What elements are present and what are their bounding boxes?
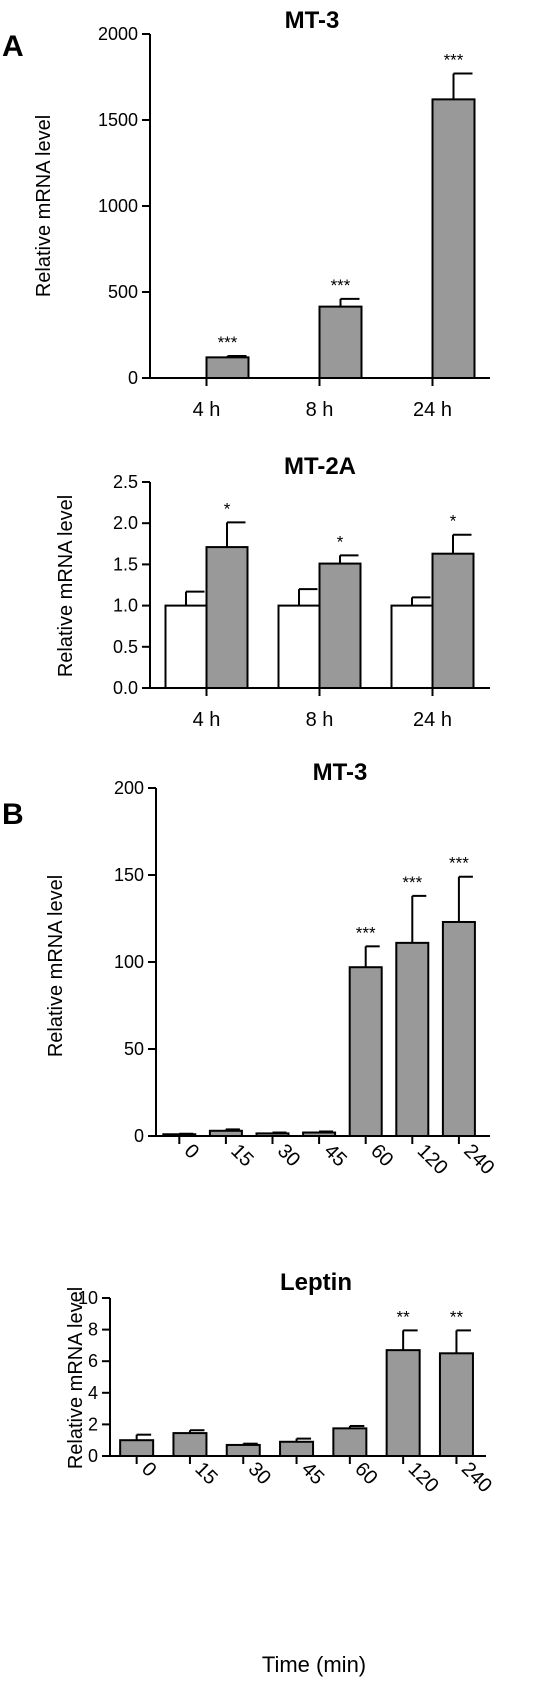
bar-treated [395, 941, 430, 1137]
x-tick-label: 240 [457, 1458, 496, 1497]
x-tick-label: 45 [297, 1458, 328, 1489]
x-tick-label: 8 h [306, 399, 334, 421]
x-tick-label: 120 [404, 1458, 443, 1497]
bar-treated [172, 1432, 208, 1457]
x-tick-label: 30 [273, 1140, 304, 1171]
bar-treated [332, 1427, 368, 1457]
y-tick-label: 2 [88, 1414, 98, 1434]
bar-treated [208, 1129, 243, 1138]
y-tick-label: 50 [124, 1039, 144, 1059]
significance-label: *** [402, 873, 422, 892]
bar-treated [348, 966, 383, 1137]
x-tick-label: 15 [190, 1458, 221, 1489]
y-tick-label: 150 [114, 865, 144, 885]
y-axis-label: Relative mRNA level [33, 115, 55, 297]
x-tick-label: 60 [350, 1458, 381, 1489]
bar-treated [318, 305, 363, 379]
bar-treated [119, 1439, 155, 1457]
x-tick-label: 45 [320, 1140, 351, 1171]
x-tick-label: 0 [137, 1458, 160, 1481]
x-tick-label: 4 h [193, 709, 221, 731]
y-tick-label: 100 [114, 952, 144, 972]
bar-treated [225, 1443, 261, 1457]
y-tick-label: 1500 [98, 110, 138, 130]
panel-label-b: B [2, 798, 24, 831]
significance-label: * [450, 512, 457, 531]
significance-label: *** [331, 276, 351, 295]
x-tick-label: 4 h [193, 399, 221, 421]
y-tick-label: 8 [88, 1320, 98, 1340]
y-tick-label: 500 [108, 282, 138, 302]
significance-label: *** [356, 923, 376, 942]
significance-label: ** [397, 1307, 411, 1326]
chart-title: MT-3 [313, 759, 368, 786]
bar-control [164, 604, 208, 689]
significance-label: ** [450, 1307, 464, 1326]
chart-title: MT-2A [284, 453, 356, 480]
bar-treated [385, 1349, 421, 1458]
chart-2: MT-2A Relative mRNA level 0.0 0.5 1.0 1.5 2.0 2… [55, 453, 490, 731]
x-tick-label: 15 [226, 1140, 257, 1171]
bar-control [390, 604, 434, 689]
bar-treated [431, 98, 476, 380]
bar-treated [438, 1352, 474, 1458]
bar-treated [162, 1133, 197, 1138]
y-tick-label: 4 [88, 1383, 98, 1403]
bar-treated [279, 1440, 315, 1458]
bar-treated [205, 546, 249, 690]
bar-treated [441, 920, 476, 1137]
y-tick-label: 2000 [98, 24, 138, 44]
chart-title: Leptin [280, 1269, 352, 1296]
y-tick-label: 10 [78, 1288, 98, 1308]
y-tick-label: 0 [134, 1126, 144, 1146]
x-axis-label: Time (min) [262, 1652, 366, 1677]
y-tick-label: 2.0 [113, 513, 138, 533]
y-tick-label: 0 [128, 368, 138, 388]
significance-label: * [224, 499, 231, 518]
y-tick-label: 1.0 [113, 596, 138, 616]
bar-treated [431, 552, 475, 689]
y-tick-label: 1.5 [113, 554, 138, 574]
y-tick-label: 6 [88, 1351, 98, 1371]
y-tick-label: 200 [114, 778, 144, 798]
chart-3: MT-3 Relative mRNA level 0 50 100 150 200 0 15 30… [45, 759, 499, 1179]
bar-treated [255, 1132, 290, 1138]
y-axis-label: Relative mRNA level [45, 875, 67, 1057]
x-tick-label: 8 h [306, 709, 334, 731]
bar-treated [302, 1131, 337, 1138]
bar-control [277, 604, 321, 689]
y-tick-label: 1000 [98, 196, 138, 216]
chart-1: MT-3 Relative mRNA level 0 500 1000 1500 2000 4… [33, 7, 490, 421]
x-tick-label: 240 [459, 1140, 498, 1179]
significance-label: * [337, 532, 344, 551]
x-tick-label: 24 h [413, 399, 452, 421]
chart-title: MT-3 [285, 7, 340, 34]
significance-label: *** [444, 51, 464, 70]
x-tick-label: 60 [366, 1140, 397, 1171]
bar-treated [205, 356, 250, 379]
y-axis-label: Relative mRNA level [55, 495, 77, 677]
x-tick-label: 0 [180, 1140, 203, 1163]
y-tick-label: 0.0 [113, 678, 138, 698]
significance-label: *** [449, 854, 469, 873]
x-tick-label: 24 h [413, 709, 452, 731]
x-tick-label: 120 [413, 1140, 452, 1179]
y-tick-label: 0.5 [113, 637, 138, 657]
y-tick-label: 0 [88, 1446, 98, 1466]
x-tick-label: 30 [244, 1458, 275, 1489]
y-axis-label: Relative mRNA level [65, 1287, 87, 1469]
y-tick-label: 2.5 [113, 472, 138, 492]
panel-label-a: A [2, 30, 24, 63]
significance-label: *** [218, 333, 238, 352]
bar-treated [318, 562, 362, 689]
